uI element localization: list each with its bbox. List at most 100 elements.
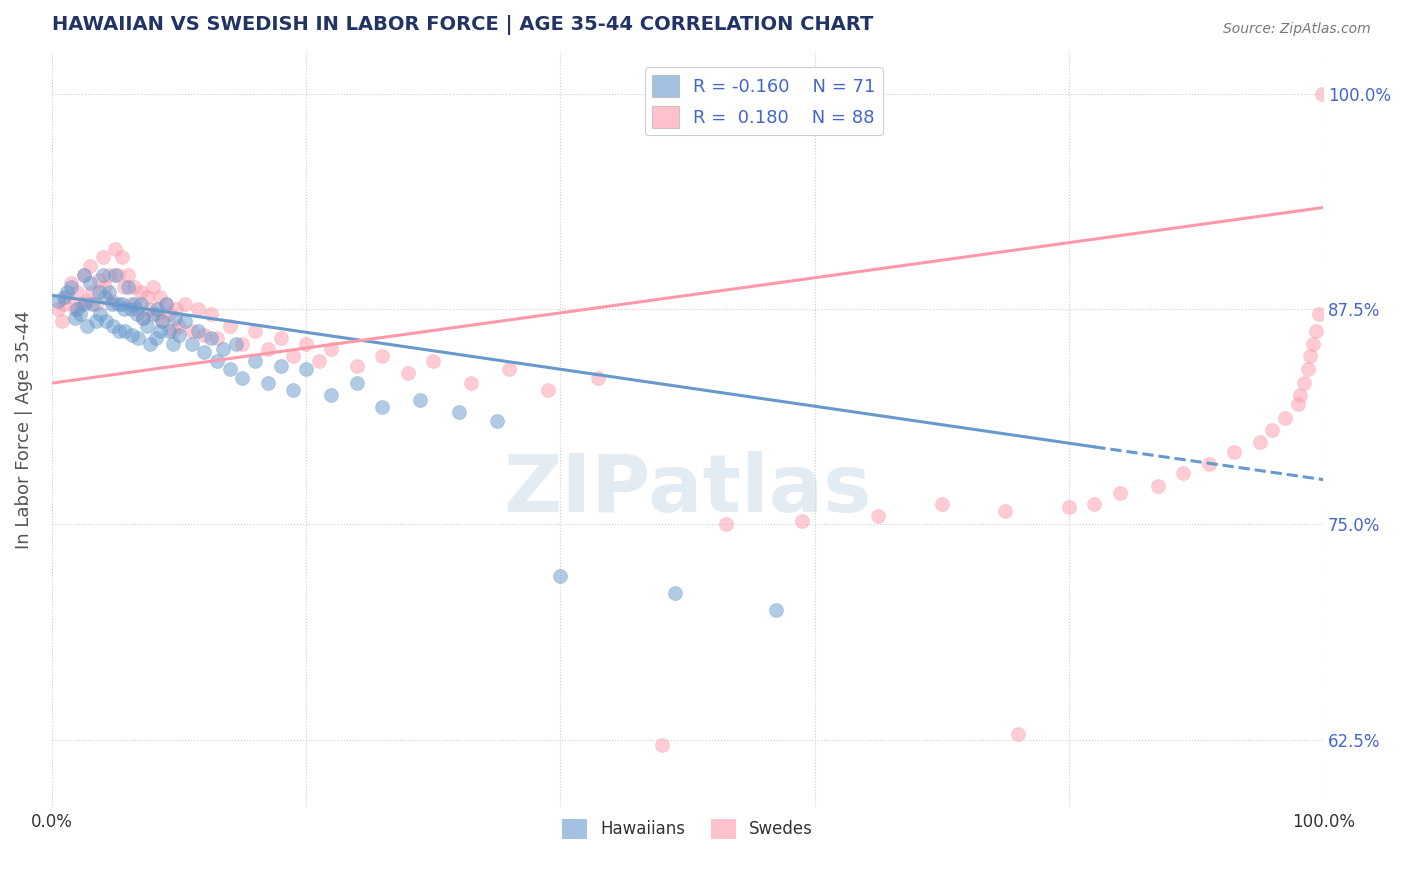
Point: [460, 376, 482, 391]
Point: [111, 297, 134, 311]
Point: [79, 259, 101, 273]
Point: [346, 376, 368, 391]
Point: [1308, 307, 1330, 321]
Point: [205, 353, 228, 368]
Point: [1299, 349, 1322, 363]
Point: [107, 268, 129, 282]
Point: [82, 285, 104, 299]
Point: [63, 302, 86, 317]
Point: [321, 388, 343, 402]
Point: [1083, 497, 1105, 511]
Point: [46, 302, 69, 317]
Point: [1302, 336, 1324, 351]
Point: [145, 331, 167, 345]
Point: [127, 331, 149, 345]
Point: [257, 342, 280, 356]
Point: [111, 251, 134, 265]
Point: [664, 586, 686, 600]
Point: [1294, 376, 1316, 391]
Point: [97, 285, 120, 299]
Point: [69, 307, 91, 321]
Point: [205, 331, 228, 345]
Point: [117, 268, 139, 282]
Point: [243, 353, 266, 368]
Point: [868, 508, 890, 523]
Point: [1261, 423, 1284, 437]
Point: [588, 371, 610, 385]
Point: [112, 302, 135, 317]
Point: [167, 327, 190, 342]
Point: [53, 297, 76, 311]
Point: [120, 302, 142, 317]
Point: [536, 383, 558, 397]
Point: [132, 310, 155, 325]
Point: [79, 277, 101, 291]
Point: [243, 325, 266, 339]
Point: [82, 297, 104, 311]
Point: [100, 297, 122, 311]
Point: [59, 277, 82, 291]
Point: [53, 290, 76, 304]
Point: [1057, 500, 1080, 515]
Point: [107, 297, 129, 311]
Text: ZIPatlas: ZIPatlas: [503, 451, 872, 529]
Point: [46, 293, 69, 308]
Point: [132, 310, 155, 325]
Legend: Hawaiians, Swedes: Hawaiians, Swedes: [555, 812, 820, 846]
Point: [1274, 410, 1296, 425]
Point: [1286, 397, 1309, 411]
Point: [91, 251, 114, 265]
Point: [257, 376, 280, 391]
Point: [174, 314, 197, 328]
Point: [485, 414, 508, 428]
Point: [117, 279, 139, 293]
Point: [498, 362, 520, 376]
Point: [651, 738, 673, 752]
Point: [84, 297, 107, 311]
Point: [94, 279, 117, 293]
Point: [155, 297, 177, 311]
Point: [162, 325, 184, 339]
Point: [108, 325, 131, 339]
Point: [101, 319, 124, 334]
Point: [94, 290, 117, 304]
Point: [321, 342, 343, 356]
Point: [114, 325, 136, 339]
Point: [125, 307, 148, 321]
Point: [150, 314, 173, 328]
Point: [129, 297, 152, 311]
Point: [187, 302, 209, 317]
Point: [121, 327, 143, 342]
Point: [225, 336, 247, 351]
Y-axis label: In Labor Force | Age 35-44: In Labor Force | Age 35-44: [15, 310, 32, 549]
Point: [84, 314, 107, 328]
Point: [136, 319, 159, 334]
Point: [66, 285, 89, 299]
Text: Source: ZipAtlas.com: Source: ZipAtlas.com: [1223, 22, 1371, 37]
Point: [1007, 727, 1029, 741]
Point: [100, 293, 122, 308]
Point: [765, 603, 787, 617]
Point: [72, 268, 94, 282]
Point: [167, 319, 190, 334]
Point: [104, 268, 127, 282]
Point: [295, 362, 318, 376]
Point: [1108, 486, 1130, 500]
Point: [1296, 362, 1319, 376]
Point: [180, 336, 202, 351]
Point: [96, 314, 118, 328]
Point: [218, 362, 240, 376]
Point: [447, 405, 470, 419]
Point: [212, 342, 235, 356]
Point: [180, 325, 202, 339]
Point: [146, 302, 169, 317]
Point: [193, 345, 215, 359]
Point: [1249, 434, 1271, 449]
Point: [1289, 388, 1312, 402]
Point: [150, 314, 173, 328]
Point: [69, 297, 91, 311]
Point: [218, 319, 240, 334]
Point: [1223, 445, 1246, 459]
Point: [1147, 479, 1170, 493]
Point: [124, 297, 146, 311]
